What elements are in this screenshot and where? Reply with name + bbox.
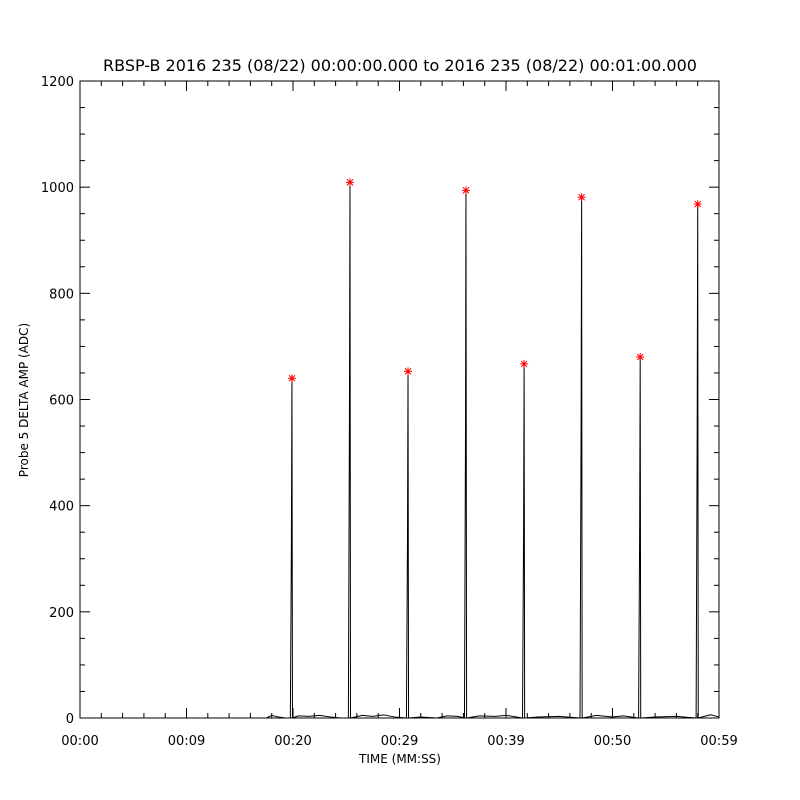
- x-axis-label: TIME (MM:SS): [358, 752, 441, 766]
- y-tick-label: 1200: [41, 75, 74, 90]
- chart-title: RBSP-B 2016 235 (08/22) 00:00:00.000 to …: [103, 56, 697, 75]
- y-tick-label: 200: [49, 606, 74, 621]
- peak-marker: [461, 186, 470, 195]
- peak-marker: [520, 359, 529, 368]
- y-tick-label: 800: [49, 287, 74, 302]
- y-tick-label: 0: [66, 712, 74, 727]
- x-tick-label: 00:59: [700, 734, 737, 749]
- x-tick-label: 00:50: [594, 734, 631, 749]
- y-tick-label: 1000: [41, 181, 74, 196]
- y-tick-label: 600: [49, 394, 74, 409]
- y-tick-label: 400: [49, 500, 74, 515]
- peak-marker: [287, 374, 296, 383]
- x-tick-label: 00:29: [381, 734, 418, 749]
- plot-frame: [79, 80, 720, 719]
- x-tick-label: 00:20: [274, 734, 311, 749]
- data-line: [80, 182, 720, 719]
- peak-marker: [577, 193, 586, 202]
- y-axis-label: Probe 5 DELTA AMP (ADC): [17, 323, 31, 477]
- x-tick-label: 00:00: [61, 734, 98, 749]
- peak-marker: [636, 353, 645, 362]
- x-tick-label: 00:39: [487, 734, 524, 749]
- x-tick-label: 00:09: [168, 734, 205, 749]
- peak-marker: [693, 200, 702, 209]
- peak-marker: [345, 178, 354, 187]
- peak-marker: [404, 367, 413, 376]
